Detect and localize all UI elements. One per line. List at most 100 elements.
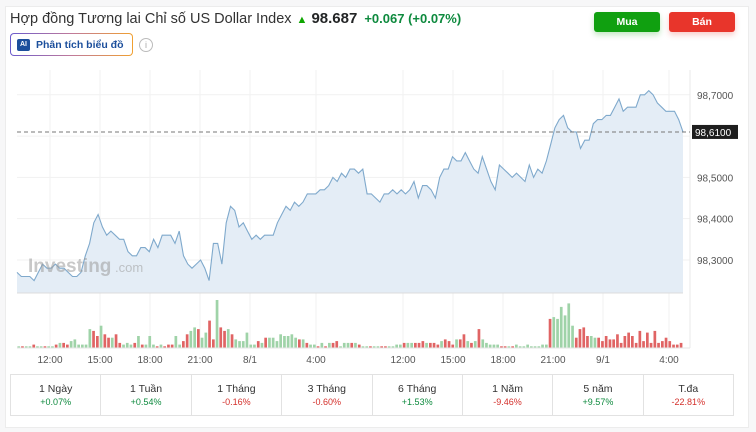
volume-bar (320, 342, 324, 348)
volume-bar (294, 337, 297, 348)
volume-bar (309, 344, 312, 348)
volume-bar (313, 344, 316, 348)
x-tick-label: 21:00 (187, 355, 212, 366)
volume-bar (275, 341, 279, 348)
volume-bar (339, 346, 342, 348)
info-icon[interactable]: i (139, 38, 153, 52)
x-tick-label: 15:00 (440, 355, 465, 366)
volume-bar (406, 342, 410, 348)
volume-bar (507, 346, 511, 348)
volume-bar (541, 344, 544, 348)
period-2[interactable]: 1 Tháng -0.16% (192, 375, 283, 415)
volume-bar (522, 346, 526, 348)
volume-bar (182, 341, 185, 348)
volume-bar (103, 334, 107, 348)
volume-bar (43, 346, 47, 348)
current-price-label: 98,6100 (695, 128, 732, 139)
volume-bar (634, 342, 638, 348)
volume-bar (380, 346, 383, 348)
volume-bar (488, 344, 492, 348)
volume-bar (556, 318, 559, 348)
volume-bar (623, 336, 627, 348)
volume-bar (477, 329, 481, 348)
volume-bar (470, 342, 473, 348)
y-tick-label: 98,7000 (697, 91, 734, 102)
volume-bar (58, 342, 62, 348)
volume-bar (496, 344, 499, 348)
volume-bar (208, 320, 211, 348)
volume-bar (129, 344, 133, 348)
period-change: -0.60% (312, 397, 342, 407)
x-tick-label: 12:00 (37, 355, 62, 366)
volume-bar (122, 344, 125, 348)
svg-text:.com: .com (115, 260, 143, 275)
period-4[interactable]: 6 Tháng +1.53% (373, 375, 463, 415)
period-change: -0.16% (222, 397, 251, 407)
volume-bar (223, 330, 226, 348)
buy-button[interactable]: Mua (594, 12, 660, 32)
volume-bar (417, 342, 421, 348)
volume-bar (638, 330, 642, 348)
volume-bar (316, 346, 320, 348)
volume-bar (54, 344, 58, 348)
volume-bar (604, 336, 608, 348)
volume-bar (657, 342, 660, 348)
x-tick-label: 18:00 (137, 355, 162, 366)
volume-bar (533, 346, 537, 348)
volume-bar (653, 330, 657, 348)
volume-bar (447, 341, 451, 348)
volume-bar (672, 344, 675, 348)
volume-bar (24, 346, 28, 348)
period-5[interactable]: 1 Năm -9.46% (463, 375, 554, 415)
volume-bar (148, 336, 152, 348)
price-chart[interactable]: Investing .com 98,7000 98,5000 98,4000 98,300… (0, 0, 756, 372)
volume-bar (62, 342, 65, 348)
volume-bar (268, 337, 271, 348)
sell-button[interactable]: Bán (669, 12, 735, 32)
volume-bar (675, 344, 679, 348)
volume-bar (661, 341, 664, 348)
period-3[interactable]: 3 Tháng -0.60% (282, 375, 373, 415)
volume-bar (664, 337, 668, 348)
volume-bar (110, 337, 114, 348)
volume-bar (462, 334, 466, 348)
volume-bar (410, 342, 413, 348)
volume-bar (32, 344, 36, 348)
volume-bar (616, 334, 619, 348)
volume-bar (559, 306, 563, 348)
volume-bar (178, 344, 181, 348)
watermark-logo: Investing (28, 256, 111, 277)
period-label: 1 Tuần (130, 383, 163, 395)
volume-bar (118, 342, 122, 348)
volume-bar (395, 344, 398, 348)
volume-bar (328, 342, 331, 348)
volume-bar (631, 336, 634, 348)
volume-bar (425, 342, 428, 348)
period-0[interactable]: 1 Ngày +0.07% (11, 375, 102, 415)
volume-bar (387, 346, 391, 348)
volume-bar (455, 339, 458, 348)
volume-bar (361, 346, 365, 348)
volume-bar (107, 337, 110, 348)
volume-bar (627, 332, 630, 348)
period-change: +1.53% (401, 397, 433, 407)
volume-bar (39, 346, 43, 348)
volume-bar (96, 336, 99, 348)
volume-bar (200, 337, 204, 348)
volume-bar (159, 344, 163, 348)
volume-bar (21, 346, 24, 348)
period-7[interactable]: T.đa -22.81% (644, 375, 733, 415)
volume-bar (73, 339, 77, 348)
period-6[interactable]: 5 năm +9.57% (553, 375, 644, 415)
x-tick-label: 12:00 (390, 355, 415, 366)
volume-bar (152, 344, 155, 348)
volume-bar (574, 337, 578, 348)
period-change: -9.46% (493, 397, 522, 407)
volume-bar (88, 329, 92, 348)
volume-bar (530, 346, 533, 348)
ai-chart-analysis-label: Phân tích biểu đồ (36, 38, 124, 51)
volume-bar (140, 344, 144, 348)
volume-bar (365, 346, 369, 348)
period-1[interactable]: 1 Tuần +0.54% (101, 375, 192, 415)
ai-chart-analysis-button[interactable]: AI Phân tích biểu đồ (10, 33, 133, 56)
